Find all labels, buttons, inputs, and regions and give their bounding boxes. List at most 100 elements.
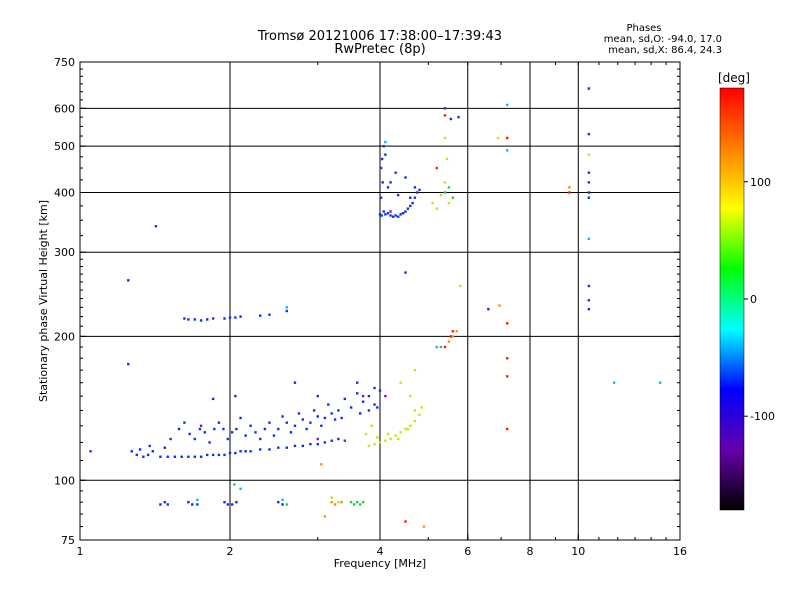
data-point bbox=[249, 450, 252, 453]
data-point bbox=[587, 132, 591, 136]
data-point bbox=[352, 503, 356, 506]
data-point bbox=[443, 191, 447, 194]
data-point bbox=[449, 335, 453, 338]
data-point bbox=[196, 498, 199, 502]
data-point bbox=[612, 381, 616, 384]
data-point bbox=[409, 424, 412, 428]
data-point bbox=[316, 394, 319, 398]
data-point bbox=[234, 316, 237, 319]
data-point bbox=[217, 421, 221, 424]
data-point bbox=[187, 318, 190, 321]
data-point bbox=[361, 394, 365, 398]
data-point bbox=[382, 210, 385, 213]
data-point bbox=[355, 381, 359, 384]
data-point bbox=[431, 201, 434, 205]
data-point bbox=[188, 432, 191, 436]
data-point bbox=[658, 381, 662, 384]
data-point bbox=[587, 237, 591, 241]
data-point bbox=[337, 437, 340, 441]
data-point bbox=[173, 455, 177, 458]
stats-heading: Phases bbox=[626, 23, 661, 34]
data-point bbox=[394, 214, 397, 217]
data-point bbox=[285, 421, 288, 424]
data-point bbox=[127, 279, 130, 282]
data-point bbox=[230, 503, 234, 506]
y-tick-label: 500 bbox=[54, 140, 75, 153]
data-point bbox=[396, 437, 400, 441]
data-point bbox=[455, 330, 458, 333]
colorbar-tick-label: 100 bbox=[750, 176, 771, 189]
data-point bbox=[401, 212, 405, 215]
data-point bbox=[138, 448, 142, 451]
colorbar bbox=[719, 87, 745, 511]
data-point bbox=[249, 424, 252, 428]
data-point bbox=[259, 314, 262, 317]
data-point bbox=[320, 424, 323, 428]
data-point bbox=[364, 432, 368, 436]
data-point bbox=[340, 500, 343, 504]
data-point bbox=[406, 207, 410, 210]
data-point bbox=[457, 115, 460, 119]
data-point bbox=[213, 427, 216, 431]
data-point bbox=[196, 503, 199, 506]
data-point bbox=[587, 171, 591, 174]
data-point bbox=[587, 196, 591, 199]
data-point bbox=[316, 415, 319, 418]
data-point bbox=[330, 500, 333, 504]
data-point bbox=[447, 340, 451, 343]
data-point bbox=[309, 421, 312, 424]
data-point bbox=[285, 446, 288, 449]
x-tick-label: 10 bbox=[571, 545, 585, 558]
data-point bbox=[380, 214, 383, 217]
data-point bbox=[159, 455, 162, 458]
data-point bbox=[166, 455, 169, 458]
data-point bbox=[223, 500, 226, 504]
y-tick-label: 400 bbox=[54, 186, 75, 199]
data-point bbox=[568, 186, 571, 189]
data-point bbox=[301, 418, 305, 421]
data-point bbox=[379, 166, 383, 170]
data-point bbox=[235, 427, 238, 431]
data-point bbox=[443, 107, 447, 110]
data-point bbox=[396, 193, 400, 197]
data-point bbox=[285, 306, 288, 309]
data-point bbox=[226, 437, 230, 441]
data-point bbox=[230, 431, 234, 434]
data-point bbox=[451, 330, 455, 333]
data-point bbox=[505, 136, 509, 140]
data-point bbox=[163, 500, 167, 504]
data-point bbox=[376, 436, 379, 439]
data-point bbox=[228, 451, 232, 455]
data-point bbox=[154, 225, 158, 228]
data-point bbox=[163, 446, 167, 449]
data-point bbox=[234, 451, 237, 455]
data-point bbox=[199, 424, 203, 428]
data-point bbox=[361, 400, 365, 403]
data-point bbox=[413, 186, 417, 189]
data-point bbox=[293, 381, 297, 384]
data-point bbox=[305, 427, 308, 431]
data-point bbox=[445, 157, 449, 161]
data-point bbox=[505, 322, 509, 325]
data-point bbox=[285, 503, 288, 506]
data-point bbox=[587, 307, 591, 311]
data-point bbox=[330, 439, 333, 442]
data-point bbox=[384, 153, 387, 156]
data-point bbox=[505, 149, 509, 152]
data-point bbox=[447, 201, 451, 205]
data-point bbox=[381, 181, 384, 184]
data-point bbox=[380, 157, 384, 161]
data-point bbox=[323, 416, 327, 420]
x-tick-label: 1 bbox=[77, 545, 84, 558]
data-point bbox=[451, 335, 455, 338]
x-tick-label: 2 bbox=[227, 545, 234, 558]
chart-title: Tromsø 20121006 17:38:00–17:39:43 bbox=[257, 29, 502, 44]
data-point bbox=[568, 191, 571, 194]
data-point bbox=[208, 441, 211, 444]
data-point bbox=[370, 424, 373, 428]
data-point bbox=[226, 503, 230, 506]
colorbar-unit-label: [deg] bbox=[718, 71, 750, 85]
data-point bbox=[413, 368, 417, 372]
data-point bbox=[443, 114, 447, 117]
